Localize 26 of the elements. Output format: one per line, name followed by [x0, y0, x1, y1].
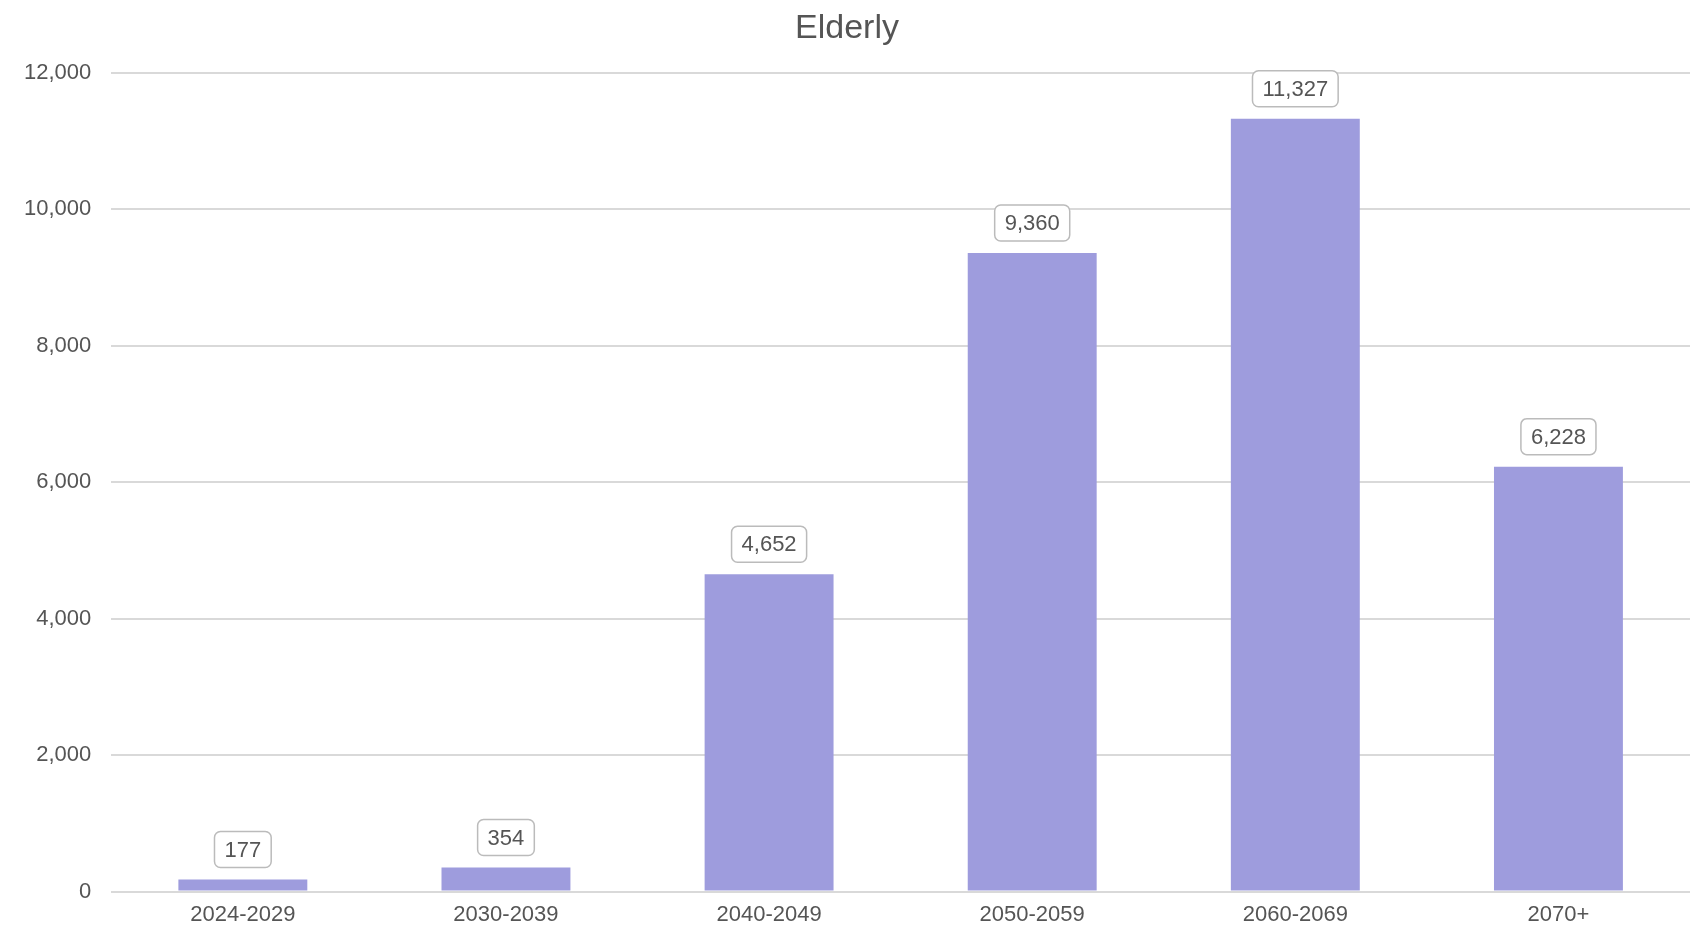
y-tick-label: 0: [79, 877, 92, 903]
x-tick-label: 2024-2029: [190, 900, 296, 926]
data-label: 11,327: [1262, 75, 1329, 101]
data-label: 6,228: [1530, 423, 1586, 449]
bar: [1230, 118, 1360, 891]
bar: [178, 879, 308, 891]
x-tick-label: 2040-2049: [716, 900, 822, 926]
chart-title: Elderly: [795, 6, 899, 45]
data-label: 177: [224, 836, 262, 862]
x-tick-label: 2050-2059: [979, 900, 1085, 926]
x-tick-label: 2060-2069: [1242, 900, 1348, 926]
data-label: 9,360: [1004, 210, 1060, 235]
bar: [1493, 466, 1623, 891]
data-label: 354: [487, 824, 525, 850]
y-tick-label: 6,000: [36, 468, 92, 494]
bar: [441, 867, 571, 891]
y-tick-label: 4,000: [36, 604, 92, 630]
bar: [704, 574, 834, 891]
x-tick-label: 2070+: [1527, 900, 1590, 926]
y-tick-label: 10,000: [23, 195, 92, 221]
y-tick-label: 2,000: [36, 741, 92, 767]
bar: [967, 252, 1097, 891]
y-tick-label: 8,000: [36, 331, 92, 357]
y-tick-label: 12,000: [23, 58, 92, 84]
data-label: 4,652: [741, 531, 797, 557]
x-tick-label: 2030-2039: [453, 900, 559, 926]
